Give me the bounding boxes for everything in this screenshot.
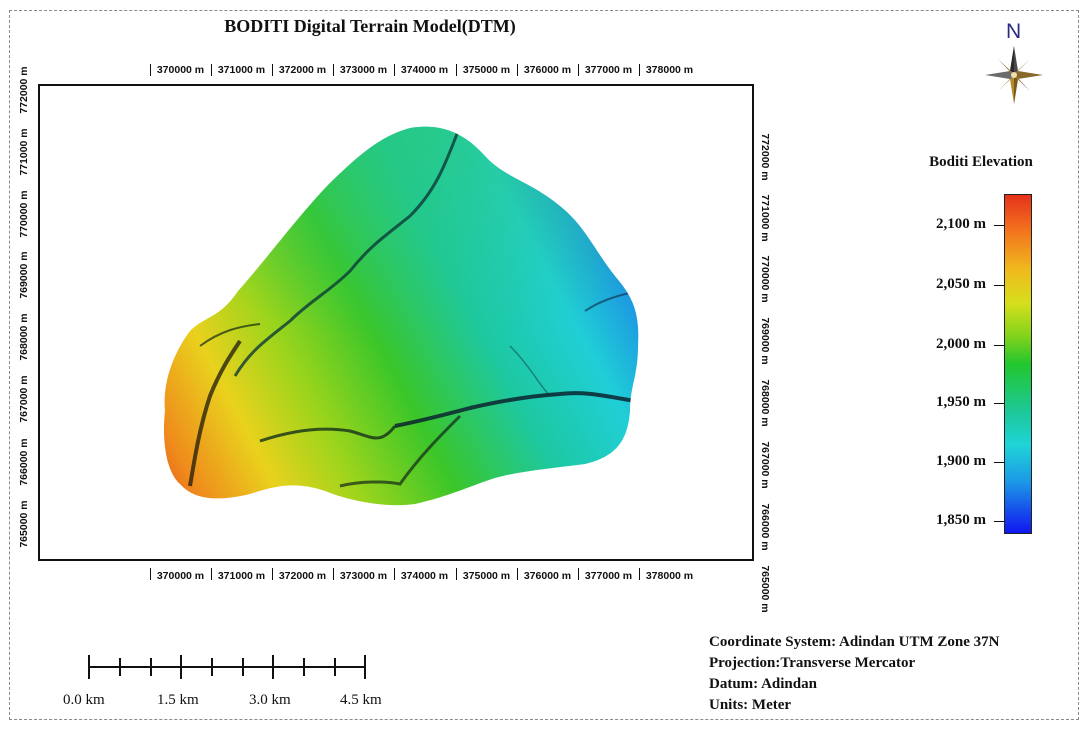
- map-frame: [9, 10, 1079, 720]
- x-tick-label: 371000 m: [217, 570, 266, 582]
- scale-label: 3.0 km: [249, 692, 291, 708]
- legend-title: Boditi Elevation: [929, 154, 1033, 170]
- y-tick-label: 772000 m: [18, 66, 30, 114]
- x-tick-label: 373000 m: [339, 64, 388, 76]
- legend-label: 1,900 m: [936, 453, 986, 469]
- map-panel[interactable]: [38, 84, 754, 561]
- x-tick-label: 375000 m: [462, 64, 511, 76]
- y-tick-label: 769000 m: [18, 251, 30, 299]
- scale-label: 0.0 km: [63, 692, 105, 708]
- x-tick-label: 377000 m: [584, 64, 633, 76]
- x-tick-label: 376000 m: [523, 64, 572, 76]
- legend-label: 2,100 m: [936, 216, 986, 232]
- x-tick-label: 374000 m: [400, 64, 449, 76]
- x-tick-label: 376000 m: [523, 570, 572, 582]
- y-tick-label: 768000 m: [759, 379, 771, 427]
- y-tick-label: 769000 m: [759, 317, 771, 365]
- legend-label: 1,950 m: [936, 394, 986, 410]
- dtm-raster: [163, 126, 639, 506]
- y-tick-label: 771000 m: [759, 194, 771, 242]
- units-text: Units: Meter: [709, 697, 792, 713]
- y-tick-label: 766000 m: [759, 503, 771, 551]
- x-tick-label: 370000 m: [156, 64, 205, 76]
- north-label: N: [1006, 20, 1022, 43]
- x-tick-label: 372000 m: [278, 64, 327, 76]
- x-tick-label: 377000 m: [584, 570, 633, 582]
- x-tick-label: 372000 m: [278, 570, 327, 582]
- coordinate-system-text: Coordinate System: Adindan UTM Zone 37N: [709, 634, 1000, 650]
- y-tick-label: 768000 m: [18, 313, 30, 361]
- legend-label: 1,850 m: [936, 512, 986, 528]
- map-title: BODITI Digital Terrain Model(DTM): [224, 16, 516, 36]
- scale-label: 1.5 km: [157, 692, 199, 708]
- north-arrow-icon: [985, 46, 1043, 104]
- scale-bar: [88, 655, 366, 679]
- x-tick-label: 373000 m: [339, 570, 388, 582]
- x-tick-label: 371000 m: [217, 64, 266, 76]
- y-tick-label: 766000 m: [18, 438, 30, 486]
- y-tick-label: 767000 m: [759, 441, 771, 489]
- x-tick-label: 378000 m: [645, 570, 694, 582]
- datum-text: Datum: Adindan: [709, 676, 817, 692]
- scale-label: 4.5 km: [340, 692, 382, 708]
- legend-label: 2,000 m: [936, 336, 986, 352]
- x-tick-label: 374000 m: [400, 570, 449, 582]
- y-tick-label: 771000 m: [18, 128, 30, 176]
- legend-label: 2,050 m: [936, 276, 986, 292]
- y-tick-label: 772000 m: [759, 133, 771, 181]
- y-tick-label: 770000 m: [18, 190, 30, 238]
- y-tick-label: 767000 m: [18, 375, 30, 423]
- x-tick-label: 375000 m: [462, 570, 511, 582]
- x-tick-label: 378000 m: [645, 64, 694, 76]
- y-tick-label: 765000 m: [759, 565, 771, 613]
- projection-text: Projection:Transverse Mercator: [709, 655, 916, 671]
- x-tick-label: 370000 m: [156, 570, 205, 582]
- y-tick-label: 770000 m: [759, 255, 771, 303]
- elevation-color-ramp: [1004, 194, 1032, 534]
- y-tick-label: 765000 m: [18, 500, 30, 548]
